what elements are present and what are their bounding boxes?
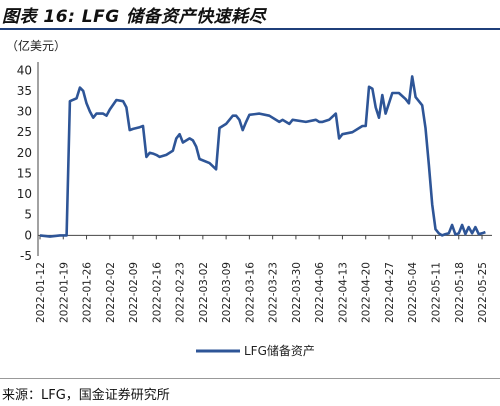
x-tick-label: 2022-04-06 (314, 262, 326, 323)
x-tick-label: 2022-02-02 (105, 262, 117, 323)
x-tick-label: 2022-05-25 (477, 262, 489, 323)
x-tick-label: 2022-03-30 (291, 262, 303, 323)
legend-label: LFG储备资产 (244, 343, 315, 358)
x-tick-label: 2022-01-26 (82, 262, 94, 323)
y-tick-label: 30 (17, 105, 32, 119)
x-tick-label: 2022-05-18 (454, 262, 466, 323)
source-divider (0, 378, 500, 379)
title-divider (0, 28, 500, 30)
y-tick-label: 15 (17, 166, 32, 180)
x-tick-label: 2022-01-19 (58, 262, 70, 323)
y-tick-labels: -5 0 5 10 15 20 25 30 35 40 (17, 63, 32, 263)
y-axis-unit-label: （亿美元） (6, 38, 66, 53)
x-tick-label: 2022-04-13 (337, 262, 349, 323)
source-note: 来源：LFG，国金证券研究所 (2, 388, 170, 403)
x-tick-label: 2022-01-12 (35, 262, 47, 323)
y-tick-label: 25 (17, 125, 32, 139)
x-tick-label: 2022-02-09 (128, 262, 140, 323)
x-tick-label: 2022-03-02 (198, 262, 210, 323)
x-tick-labels: 2022-01-12 2022-01-19 2022-01-26 2022-02-02… (35, 235, 489, 323)
y-tick-label: 40 (17, 63, 32, 77)
x-tick-label: 2022-04-27 (384, 262, 396, 323)
y-tick-label: 5 (24, 208, 32, 222)
x-tick-label: 2022-02-23 (175, 262, 187, 323)
y-tick-label: 10 (17, 187, 32, 201)
x-tick-label: 2022-02-16 (151, 262, 163, 323)
series-line-lfg-reserve (39, 75, 486, 238)
x-tick-label: 2022-05-04 (407, 262, 419, 323)
y-tick-label: 0 (24, 228, 32, 242)
y-tick-label: 35 (17, 84, 32, 98)
x-tick-label: 2022-03-23 (268, 262, 280, 323)
y-tick-label: 20 (17, 146, 32, 160)
y-tick-label: -5 (20, 249, 32, 263)
x-tick-label: 2022-03-09 (221, 262, 233, 323)
figure-title: 图表 16: LFG 储备资产快速耗尽 (2, 7, 267, 27)
x-tick-label: 2022-03-16 (244, 262, 256, 323)
x-tick-label: 2022-05-11 (431, 262, 443, 323)
x-tick-label: 2022-04-20 (361, 262, 373, 323)
